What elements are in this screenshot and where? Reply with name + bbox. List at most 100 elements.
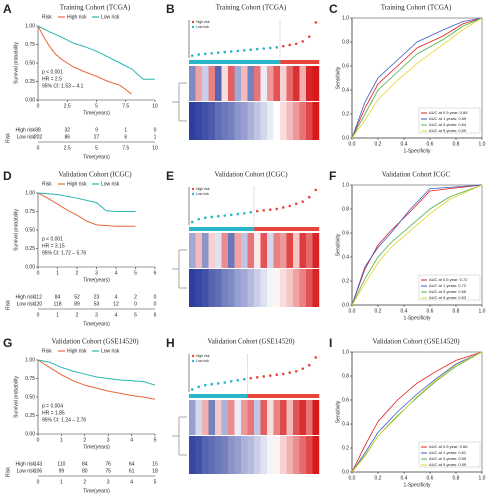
- risk-point: [229, 213, 233, 217]
- curve: [351, 184, 483, 306]
- heatmap-cell: [234, 102, 242, 140]
- at-risk-count: 80: [82, 468, 88, 474]
- curve: [37, 192, 136, 227]
- at-risk-count: 106: [34, 468, 43, 474]
- legend-swatch: [191, 359, 195, 363]
- heatmap-cell: [241, 269, 248, 307]
- curve: [37, 25, 132, 95]
- at-risk-count: 27: [94, 134, 100, 140]
- heatmap-cell: [228, 66, 235, 101]
- panel-label: C: [329, 2, 338, 16]
- heatmap-cell: [286, 436, 294, 474]
- heatmap-cell: [215, 66, 222, 101]
- panel-title: Validation Cohort (GSE14520): [372, 338, 460, 346]
- panel-title: Validation Cohort ICGC: [382, 171, 451, 179]
- table-row-label: Low risk: [17, 468, 36, 474]
- dendrogram: [172, 82, 187, 122]
- x-tick-label: 1.0: [479, 475, 486, 481]
- risk-point: [307, 195, 311, 199]
- y-tick-label: 1.0: [342, 349, 349, 355]
- legend-label: AUC at 5 years: 0.63: [429, 295, 467, 300]
- legend-title: Risk: [42, 181, 52, 187]
- table-title: Risk: [5, 133, 11, 143]
- heatmap-cell: [280, 233, 287, 268]
- curve: [351, 351, 483, 473]
- legend-label: High risk: [67, 14, 87, 20]
- y-tick-label: 0.25: [25, 246, 35, 252]
- table-x-tick-label: 0: [37, 145, 40, 151]
- risk-group-cell: [254, 227, 261, 231]
- risk-group-cell: [267, 394, 274, 398]
- heatmap-cell: [189, 233, 196, 268]
- table-row-label: Low risk: [17, 134, 36, 140]
- heatmap-cell: [299, 66, 307, 101]
- annotation: 95% CI: 1.53 – 4.1: [42, 83, 84, 89]
- heatmap-cell: [306, 66, 313, 101]
- at-risk-count: 15: [152, 461, 158, 467]
- legend-label: AUC at 5 years: 0.59: [429, 128, 467, 133]
- heatmap-cell: [195, 400, 203, 435]
- risk-group-cell: [221, 227, 229, 231]
- panel-title: Training Cohort (TCGA): [381, 4, 452, 12]
- x-axis-label: Time(years): [83, 277, 110, 283]
- y-tick-label: 0.8: [342, 206, 349, 212]
- y-tick-label: 0.8: [342, 39, 349, 45]
- risk-point: [223, 214, 227, 217]
- heatmap-cell: [247, 400, 255, 435]
- heatmap-cell: [254, 66, 261, 101]
- heatmap-cell: [306, 269, 313, 307]
- panel-label: I: [329, 336, 332, 350]
- risk-point: [314, 21, 318, 24]
- y-axis-label: Survival probability: [13, 209, 19, 251]
- y-tick-label: 1.00: [25, 357, 35, 363]
- y-tick-label: 0.75: [25, 376, 35, 382]
- legend-label: AUC at 1 years: 0.72: [429, 283, 467, 288]
- risk-point: [249, 48, 253, 51]
- heatmap-cell: [273, 400, 281, 435]
- x-tick-label: 0.4: [401, 308, 408, 314]
- x-tick-label: 1: [56, 270, 59, 276]
- heatmap-cell: [260, 269, 268, 307]
- risk-group-cell: [208, 60, 216, 64]
- risk-group-cell: [202, 394, 209, 398]
- at-risk-count: 64: [129, 461, 135, 467]
- legend-label: AUC at 0.5 year: 0.72: [429, 277, 468, 282]
- x-tick-label: 4: [130, 437, 133, 443]
- heatmap-cell: [312, 436, 320, 474]
- table-x-tick-label: 4: [130, 479, 133, 485]
- heatmap-cell: [280, 400, 287, 435]
- heatmap-cell: [234, 400, 242, 435]
- dendrogram: [172, 416, 187, 456]
- risk-point: [229, 50, 233, 53]
- x-tick-label: 5: [95, 103, 98, 109]
- table-x-tick-label: 2: [76, 312, 79, 318]
- table-x-tick-label: 10: [152, 145, 158, 151]
- heatmap-cell: [280, 66, 287, 101]
- risk-group-cell: [195, 227, 203, 231]
- risk-group-cell: [241, 394, 248, 398]
- x-axis-label: Time(years): [83, 444, 110, 450]
- risk-point: [210, 382, 214, 386]
- y-axis-label: Survival probability: [13, 376, 19, 418]
- heatmap-cell: [286, 102, 294, 140]
- heatmap-cell: [189, 66, 196, 101]
- risk-group-cell: [228, 394, 235, 398]
- heatmap-cell: [254, 400, 261, 435]
- panel: F Validation Cohort ICGC 0.0 0.2 0.4 0.6 0.8 1.…: [329, 169, 486, 321]
- legend-label: AUC at 3 years: 0.65: [429, 289, 467, 294]
- x-tick-label: 2: [76, 270, 79, 276]
- at-risk-count: 1: [154, 134, 157, 140]
- heatmap-cell: [312, 269, 320, 307]
- risk-group-cell: [228, 227, 235, 231]
- heatmap-cell: [221, 269, 229, 307]
- panel: G Validation Cohort (GSE14520) Risk High ri…: [3, 336, 158, 494]
- at-risk-count: 23: [94, 294, 100, 300]
- risk-group-cell: [306, 394, 313, 398]
- x-tick-label: 0.4: [401, 475, 408, 481]
- at-risk-count: 4: [115, 294, 118, 300]
- heatmap-cell: [221, 400, 229, 435]
- at-risk-count: 89: [74, 301, 80, 307]
- risk-group-cell: [260, 227, 268, 231]
- panel: A Training Cohort (TCGA)Risk High risk Low …: [3, 2, 158, 160]
